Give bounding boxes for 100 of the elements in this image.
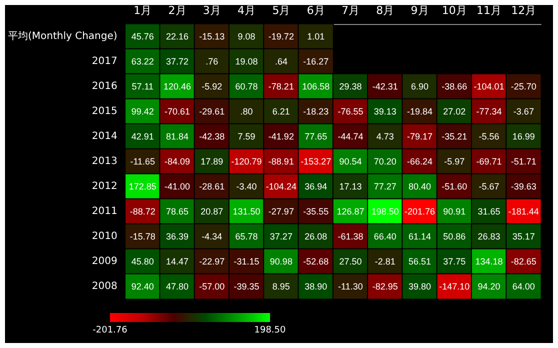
data-label: 17.13 <box>339 182 362 192</box>
data-label: 126.87 <box>336 206 364 216</box>
color-bar-label: -201.76 <box>92 326 128 336</box>
x-tick-label: 1月 <box>134 4 152 17</box>
data-label: -18.23 <box>303 106 329 116</box>
data-label: -82.65 <box>510 256 536 266</box>
data-label: 42.91 <box>131 132 154 142</box>
data-label: 27.02 <box>443 106 466 116</box>
data-label: 36.94 <box>304 182 328 192</box>
data-label: -19.84 <box>406 106 433 116</box>
data-label: -29.61 <box>199 106 225 116</box>
data-label: 4.73 <box>376 132 394 142</box>
x-tick-label: 7月 <box>341 4 360 17</box>
data-label: .76 <box>206 56 218 66</box>
data-label: -44.74 <box>338 132 364 142</box>
data-label: 16.99 <box>512 132 535 142</box>
data-label: 92.40 <box>131 282 154 292</box>
data-label: 172.85 <box>128 182 156 192</box>
data-label: 64.00 <box>512 282 535 292</box>
data-label: -31.15 <box>234 256 260 266</box>
data-label: 94.20 <box>478 282 500 292</box>
y-tick-label: 2013 <box>92 156 118 167</box>
data-label: 63.22 <box>131 56 154 66</box>
data-label: 37.72 <box>166 56 189 66</box>
data-label: 39.13 <box>374 106 396 116</box>
data-label: -42.38 <box>199 132 225 142</box>
data-label: 60.78 <box>235 82 258 92</box>
data-label: -28.61 <box>199 182 225 192</box>
data-label: -57.00 <box>199 282 225 292</box>
data-label: 198.50 <box>371 206 399 216</box>
data-label: -84.09 <box>164 156 190 166</box>
data-label: -147.10 <box>439 282 470 292</box>
data-label: .80 <box>240 106 253 116</box>
y-tick-label: 2017 <box>92 56 118 67</box>
data-label: -19.72 <box>268 32 294 42</box>
data-label: 61.14 <box>408 232 432 242</box>
data-label: -15.13 <box>199 32 225 42</box>
data-label: -35.21 <box>442 132 468 142</box>
x-tick-label: 6月 <box>306 4 325 17</box>
data-label: 106.58 <box>302 82 330 92</box>
data-label: 20.87 <box>200 206 224 216</box>
color-bar-label: 198.50 <box>254 326 286 336</box>
x-tick-label: 12月 <box>511 4 536 17</box>
data-label: -201.76 <box>404 206 436 216</box>
data-label: 36.39 <box>166 232 189 242</box>
data-label: -3.40 <box>236 182 257 192</box>
data-label: -22.97 <box>199 256 225 266</box>
y-tick-label: 2008 <box>92 281 118 292</box>
data-label: 77.65 <box>304 132 328 142</box>
data-label: -5.56 <box>478 132 500 142</box>
data-label: -38.66 <box>442 82 468 92</box>
data-label: 77.27 <box>374 182 396 192</box>
data-label: -15.78 <box>130 232 156 242</box>
y-tick-label: 2016 <box>92 81 118 92</box>
data-label: 57.11 <box>132 82 154 92</box>
data-label: -153.27 <box>300 156 332 166</box>
data-label: -120.79 <box>231 156 262 166</box>
data-label: -76.55 <box>338 106 364 116</box>
data-label: 27.50 <box>339 256 362 266</box>
data-label: 26.83 <box>478 232 500 242</box>
data-label: 35.17 <box>512 232 535 242</box>
data-label: -5.92 <box>202 82 222 92</box>
y-tick-label: 2015 <box>92 106 118 117</box>
x-tick-label: 5月 <box>272 4 290 17</box>
data-label: -66.24 <box>406 156 433 166</box>
data-label: -3.67 <box>513 106 534 116</box>
data-label: 1.01 <box>307 32 325 42</box>
y-tick-label: 2012 <box>92 181 118 192</box>
data-label: 50.86 <box>443 232 466 242</box>
data-label: 37.75 <box>443 256 466 266</box>
data-label: 9.08 <box>238 32 256 42</box>
data-label: -42.31 <box>372 82 398 92</box>
x-tick-label: 4月 <box>238 4 256 17</box>
data-label: 45.76 <box>131 32 154 42</box>
data-label: 45.80 <box>131 256 154 266</box>
data-label: 70.20 <box>374 156 396 166</box>
data-label: -104.24 <box>266 182 296 192</box>
y-tick-label: 2010 <box>92 231 118 242</box>
data-label: -11.65 <box>130 156 156 166</box>
data-label: 131.50 <box>232 206 260 216</box>
data-label: 65.78 <box>235 232 258 242</box>
data-label: 47.80 <box>166 282 189 292</box>
data-label: 22.16 <box>166 32 189 42</box>
y-tick-label: 2014 <box>92 131 118 142</box>
data-label: 14.47 <box>166 256 189 266</box>
data-label: 8.95 <box>272 282 290 292</box>
data-label: 81.84 <box>166 132 189 142</box>
data-label: 78.65 <box>166 206 189 216</box>
data-label: -27.97 <box>268 206 294 216</box>
data-label: 6.90 <box>410 82 429 92</box>
data-label: -51.71 <box>510 156 536 166</box>
data-label: 26.08 <box>304 232 328 242</box>
data-label: 120.46 <box>164 82 192 92</box>
data-label: -69.71 <box>476 156 502 166</box>
x-tick-label: 8月 <box>376 4 394 17</box>
data-label: -51.60 <box>442 182 468 192</box>
data-label: 31.65 <box>478 206 500 216</box>
data-label: -181.44 <box>508 206 539 216</box>
data-label: 17.89 <box>200 156 224 166</box>
data-label: -70.61 <box>164 106 190 116</box>
